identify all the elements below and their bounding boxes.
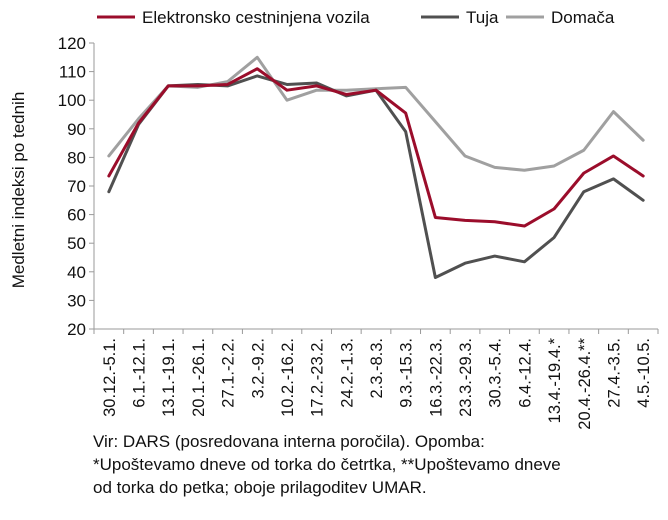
x-tick-label: 3.2.-9.2.: [249, 338, 267, 399]
y-tick-label: 40: [67, 263, 86, 282]
y-tick-label: 60: [67, 206, 86, 225]
x-tick-label: 24.2.-1.3.: [338, 338, 356, 408]
source-note: Vir: DARS (posredovana interna poročila)…: [93, 430, 658, 499]
x-tick-label: 2.3.-8.3.: [368, 338, 386, 399]
y-axis: 20 30 40 50 60 70 80 90 100 110 120: [58, 34, 95, 339]
y-tick-label: 20: [67, 320, 86, 339]
y-axis-title: Medletni indeksi po tednih: [9, 92, 28, 289]
x-tick-label: 13.4.-19.4.*: [546, 337, 564, 423]
x-tick-label: 6.4.-12.4.: [516, 338, 534, 408]
x-tick-label: 9.3.-15.3.: [398, 338, 416, 408]
y-tick-label: 30: [67, 291, 86, 310]
legend-label: Tuja: [466, 8, 499, 27]
y-tick-label: 110: [59, 63, 86, 82]
series-line-domaca: [107, 55, 645, 172]
y-tick-label: 120: [58, 34, 86, 53]
y-tick-label: 80: [67, 148, 86, 167]
source-note-line-3: od torka do petka; oboje prilagoditev UM…: [93, 478, 427, 497]
x-axis: 30.12.-5.1. 6.1.-12.1. 13.1.-19.1. 20.1.-26…: [93, 328, 659, 430]
y-tick-label: 90: [67, 120, 86, 139]
x-tick-label: 16.3.-22.3.: [427, 338, 445, 417]
x-tick-label: 27.1.-2.2.: [220, 338, 238, 408]
y-tick-label: 70: [67, 177, 86, 196]
series-line-tuja: [107, 74, 645, 280]
x-tick-label: 20.4.-26.4.**: [576, 337, 594, 429]
y-tick-label: 50: [67, 234, 86, 253]
x-tick-label: 4.5.-10.5.: [635, 338, 653, 408]
x-tick-label: 13.1.-19.1.: [160, 338, 178, 417]
x-tick-label: 17.2.-23.2.: [309, 338, 327, 417]
y-axis-title-group: Medletni indeksi po tednih: [9, 92, 28, 289]
x-tick-label: 30.3.-5.4.: [487, 338, 505, 408]
legend-label: Domača: [551, 8, 615, 27]
line-chart: Elektronsko cestninjena vozila Tuja Domača…: [9, 8, 659, 430]
x-tick-label: 23.3.-29.3.: [457, 338, 475, 417]
x-tick-label: 27.4.-3.5.: [605, 338, 623, 408]
legend-label: Elektronsko cestninjena vozila: [142, 8, 370, 27]
x-tick-label: 10.2.-16.2.: [279, 338, 297, 417]
y-tick-label: 100: [58, 91, 86, 110]
legend: Elektronsko cestninjena vozila Tuja Domača: [97, 8, 615, 27]
source-note-line-2: *Upoštevamo dneve od torka do četrtka, *…: [93, 455, 561, 474]
x-tick-label: 6.1.-12.1.: [131, 338, 149, 408]
series-line-elektronsko: [107, 67, 645, 228]
source-note-line-1: Vir: DARS (posredovana interna poročila)…: [93, 432, 485, 451]
series-lines: [107, 55, 645, 280]
x-tick-label: 30.12.-5.1.: [101, 338, 119, 417]
x-tick-label: 20.1.-26.1.: [190, 338, 208, 417]
